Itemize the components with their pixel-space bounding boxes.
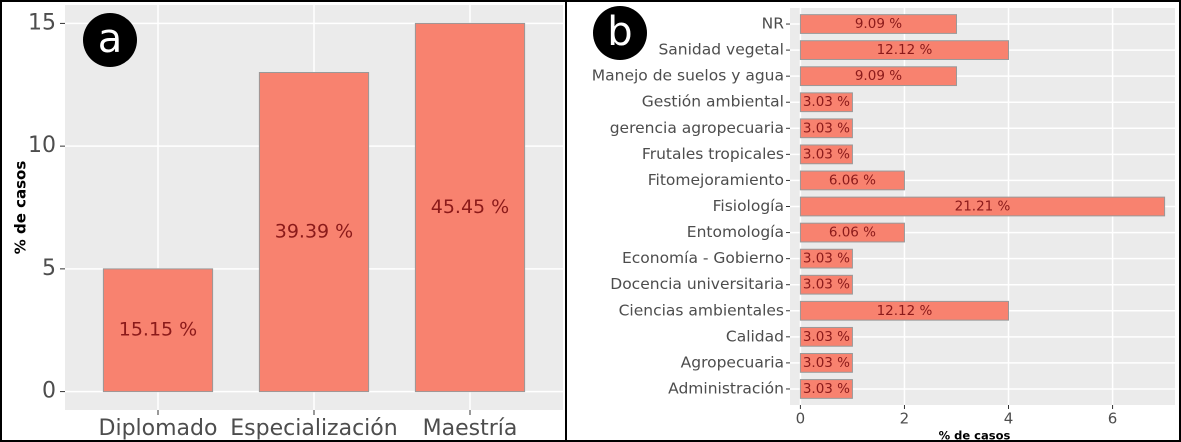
value-label: 3.03 % (803, 381, 850, 397)
value-label: 6.06 % (829, 225, 876, 241)
x-tick-label: Maestría (423, 416, 518, 441)
panel-label: a (98, 16, 123, 62)
y-axis-label: % de casos (12, 161, 30, 255)
x-tick-label: Diplomado (99, 416, 218, 441)
y-tick-label: Fisiología (713, 197, 784, 215)
y-tick-label: 15 (28, 10, 56, 35)
panel-badge (593, 6, 647, 60)
value-label: 39.39 % (275, 221, 354, 243)
bar (799, 300, 1010, 321)
bar (799, 196, 1166, 217)
y-tick-label: Frutales tropicales (642, 145, 784, 163)
value-label: 3.03 % (803, 94, 850, 110)
y-tick-label: Calidad (726, 327, 784, 345)
value-label: 15.15 % (119, 319, 198, 341)
value-label: 6.06 % (829, 172, 876, 188)
value-label: 9.09 % (855, 68, 902, 84)
bar (799, 118, 853, 139)
y-tick-label: 5 (42, 256, 56, 281)
x-tick-label: 2 (900, 410, 910, 428)
value-label: 3.03 % (803, 251, 850, 267)
bar (258, 72, 370, 393)
bar (799, 222, 905, 243)
value-label: 3.03 % (803, 277, 850, 293)
bar (799, 14, 957, 34)
bar (799, 144, 853, 165)
y-tick-label: Ciencias ambientales (619, 301, 784, 319)
bar (799, 66, 957, 87)
value-label: 45.45 % (431, 196, 510, 218)
value-label: 3.03 % (803, 355, 850, 371)
y-tick-label: Entomología (687, 223, 784, 241)
y-tick-label: Fitomejoramiento (648, 171, 784, 189)
bar (799, 326, 853, 347)
x-tick-label: 6 (1108, 410, 1118, 428)
bar (799, 92, 853, 113)
bar (799, 248, 853, 269)
x-tick-label: 0 (796, 410, 806, 428)
bar (799, 40, 1010, 60)
y-tick-label: NR (762, 15, 785, 33)
y-tick-label: 10 (28, 133, 56, 158)
value-label: 12.12 % (877, 42, 933, 58)
value-label: 21.21 % (955, 199, 1011, 215)
bar (799, 274, 853, 295)
y-tick-label: Administración (668, 379, 784, 397)
value-label: 3.03 % (803, 146, 850, 162)
x-tick-label: 4 (1004, 410, 1014, 428)
bar (102, 268, 214, 393)
y-tick-label: gerencia agropecuaria (610, 119, 784, 137)
value-label: 12.12 % (877, 303, 933, 319)
bar (799, 353, 853, 373)
y-tick-label: Manejo de suelos y agua (592, 67, 784, 85)
y-tick-label: Docencia universitaria (610, 275, 784, 293)
bar (414, 22, 526, 393)
y-tick-label: Agropecuaria (681, 353, 784, 371)
bar (799, 379, 853, 399)
y-tick-label: Sanidad vegetal (658, 41, 784, 59)
value-label: 9.09 % (855, 16, 902, 32)
bar (799, 170, 905, 191)
y-tick-label: 0 (42, 379, 56, 404)
x-axis-label: % de casos (939, 429, 1011, 442)
panel-label: b (607, 9, 632, 55)
value-label: 3.03 % (803, 120, 850, 136)
value-label: 3.03 % (803, 329, 850, 345)
x-tick-label: Especialización (230, 416, 397, 441)
panel-badge (83, 13, 137, 67)
y-tick-label: Economía - Gobierno (622, 249, 784, 267)
y-tick-label: Gestión ambiental (642, 93, 784, 111)
